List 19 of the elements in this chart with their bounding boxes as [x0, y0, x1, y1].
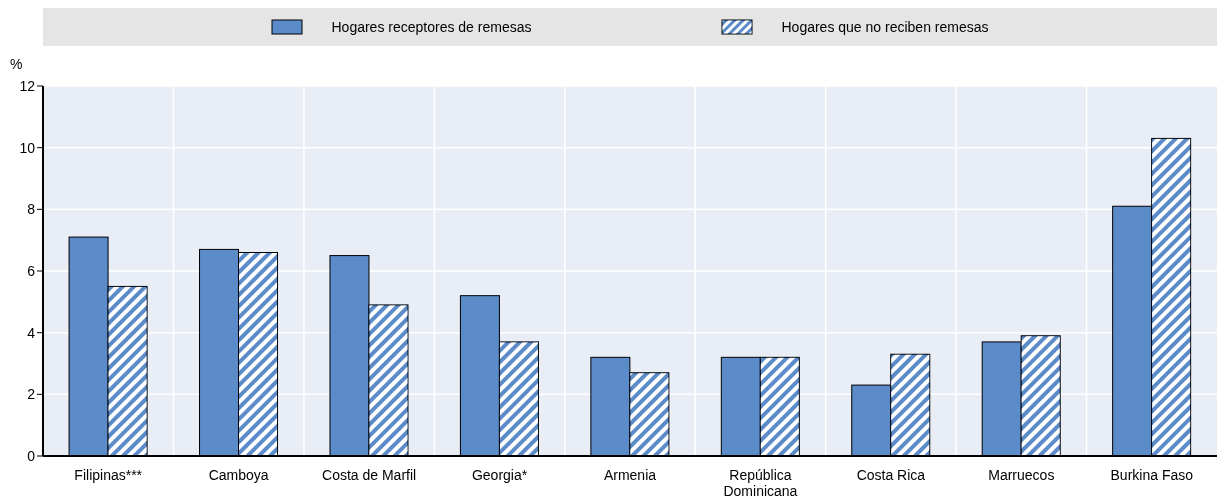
legend-label: Hogares que no reciben remesas: [781, 19, 989, 35]
legend-label: Hogares receptores de remesas: [331, 19, 532, 35]
x-tick-label: República Dominicana: [723, 467, 798, 499]
x-tick-label: Filipinas***: [74, 467, 143, 483]
y-axis-title: %: [9, 56, 24, 74]
y-tick-label: 4: [27, 324, 36, 341]
x-tick-label: Georgia*: [471, 467, 528, 483]
y-tick-label: 8: [27, 201, 36, 218]
x-tick-label: Costa Rica: [856, 467, 926, 483]
y-tick-label: 6: [27, 262, 36, 279]
y-tick-label: 10: [19, 139, 36, 156]
x-tick-label: Burkina Faso: [1110, 467, 1194, 483]
y-tick-label: 2: [27, 386, 36, 403]
x-tick-label: Marruecos: [988, 467, 1055, 483]
y-tick-label: 0: [27, 447, 36, 464]
x-tick-label: Costa de Marfil: [322, 467, 417, 483]
y-tick-label: 12: [19, 77, 36, 94]
x-tick-label: Armenia: [603, 467, 657, 483]
x-tick-label: Camboya: [208, 467, 269, 483]
